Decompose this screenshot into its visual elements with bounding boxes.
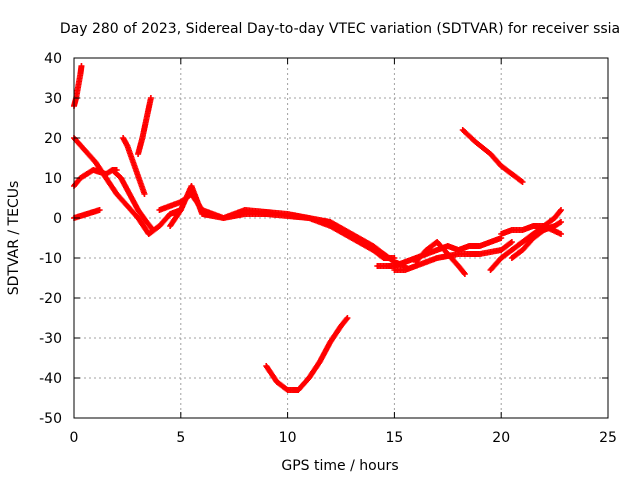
y-tick-label: -10 bbox=[39, 251, 62, 267]
data-point bbox=[391, 255, 398, 261]
data-point bbox=[558, 207, 565, 213]
x-tick-label: 15 bbox=[385, 430, 403, 446]
data-point bbox=[460, 269, 467, 276]
data-point bbox=[141, 191, 148, 197]
data-point bbox=[557, 208, 564, 215]
data-point bbox=[461, 271, 468, 277]
x-tick-label: 5 bbox=[176, 430, 185, 446]
series-arc-late-3 bbox=[412, 239, 468, 277]
y-tick-label: 0 bbox=[53, 211, 62, 227]
series-arc-main-b bbox=[167, 183, 398, 261]
series-arc-early-high bbox=[71, 63, 85, 109]
grid-layer bbox=[74, 58, 608, 418]
data-point bbox=[558, 231, 565, 237]
data-point bbox=[519, 179, 526, 185]
y-tick-label: 40 bbox=[44, 51, 62, 67]
y-tick-label: 20 bbox=[44, 131, 62, 147]
y-tick-label: -20 bbox=[39, 291, 62, 307]
series-arc-late-5 bbox=[508, 219, 565, 261]
series-arc-main-a bbox=[156, 191, 409, 269]
series-arc-rising bbox=[135, 95, 154, 157]
x-axis-label: GPS time / hours bbox=[281, 458, 398, 474]
y-tick-label: 30 bbox=[44, 91, 62, 107]
data-point bbox=[508, 239, 515, 245]
x-tick-label: 10 bbox=[279, 430, 297, 446]
data-marks bbox=[71, 63, 565, 393]
series-arc-dip bbox=[263, 315, 351, 393]
series-arc-spike bbox=[120, 135, 148, 197]
y-tick-label: -50 bbox=[39, 411, 62, 427]
series-arc-cross bbox=[109, 167, 157, 233]
series-arc-late-high bbox=[459, 127, 526, 185]
tick-layer: 0 5 10 15 20 25 40 30 20 10 0 -10 -20 -30 -40 -50 bbox=[39, 51, 617, 446]
series-arc-falling bbox=[71, 135, 184, 237]
y-tick-label: 10 bbox=[44, 171, 62, 187]
series-arc-late-2 bbox=[391, 239, 515, 273]
y-axis-label: SDTVAR / TECUs bbox=[6, 181, 22, 296]
data-point bbox=[147, 95, 154, 101]
y-tick-label: -30 bbox=[39, 331, 62, 347]
data-point bbox=[150, 227, 157, 233]
chart-title: Day 280 of 2023, Sidereal Day-to-day VTE… bbox=[60, 21, 620, 37]
x-tick-label: 20 bbox=[492, 430, 510, 446]
data-point bbox=[518, 178, 525, 185]
data-point bbox=[343, 316, 350, 323]
data-point bbox=[149, 225, 156, 232]
x-tick-label: 25 bbox=[599, 430, 617, 446]
x-tick-label: 0 bbox=[70, 430, 79, 446]
data-point bbox=[344, 315, 351, 321]
data-point bbox=[507, 239, 514, 246]
series-arc-late-6 bbox=[498, 223, 565, 237]
y-tick-label: -40 bbox=[39, 371, 62, 387]
data-point bbox=[558, 219, 565, 225]
plot-frame bbox=[73, 57, 609, 419]
data-point bbox=[78, 63, 85, 69]
series-arc-early-low bbox=[71, 207, 103, 221]
data-point bbox=[96, 207, 103, 213]
